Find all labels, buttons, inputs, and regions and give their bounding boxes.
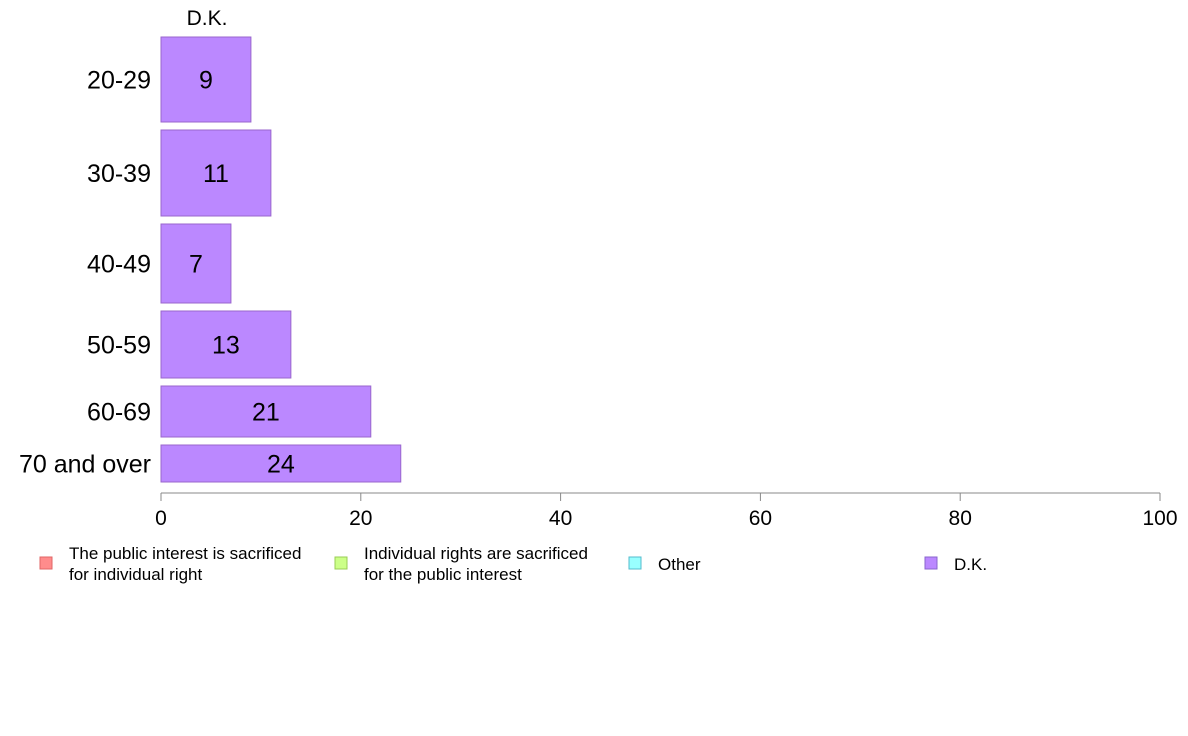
bars-group: 9 20-29 11 30-39 7 40-49 13 50-59 21 60-69 24 70 an… — [19, 36, 402, 483]
legend-swatch — [628, 556, 642, 570]
bar-60-69 — [160, 385, 372, 438]
legend-swatch — [924, 556, 938, 570]
x-axis: 0 20 40 60 80 100 — [155, 492, 1178, 530]
x-tick-label: 0 — [155, 507, 167, 530]
x-tick-label: 100 — [1142, 507, 1177, 530]
legend-label: The public interest is sacrificed for ind… — [69, 544, 301, 584]
bar-20-29 — [160, 36, 252, 123]
x-tick-label: 80 — [949, 507, 972, 530]
legend-label: D.K. — [954, 555, 987, 574]
x-tick-label: 40 — [549, 507, 572, 530]
bar-40-49 — [160, 223, 232, 304]
legend-label: Individual rights are sacrificed for the … — [364, 544, 588, 584]
legend-swatch — [334, 556, 348, 570]
column-title: D.K. — [187, 7, 228, 30]
x-tick-label: 60 — [749, 507, 772, 530]
data-label: 13 — [212, 332, 240, 360]
category-label: 40-49 — [87, 251, 151, 279]
category-label: 50-59 — [87, 332, 151, 360]
legend-swatch — [39, 556, 53, 570]
legend: The public interest is sacrificed for ind… — [39, 544, 987, 584]
bar-70-and-over — [160, 444, 402, 483]
category-label: 30-39 — [87, 160, 151, 188]
category-label: 60-69 — [87, 399, 151, 427]
legend-label: Other — [658, 555, 701, 574]
data-label: 21 — [252, 399, 280, 427]
category-label: 70 and over — [19, 451, 151, 479]
data-label: 7 — [189, 251, 203, 279]
data-label: 9 — [199, 67, 213, 95]
bar-30-39 — [160, 129, 272, 217]
data-label: 11 — [203, 160, 229, 188]
category-label: 20-29 — [87, 67, 151, 95]
data-label: 24 — [267, 451, 295, 479]
bar-50-59 — [160, 310, 292, 379]
x-tick-label: 20 — [349, 507, 372, 530]
